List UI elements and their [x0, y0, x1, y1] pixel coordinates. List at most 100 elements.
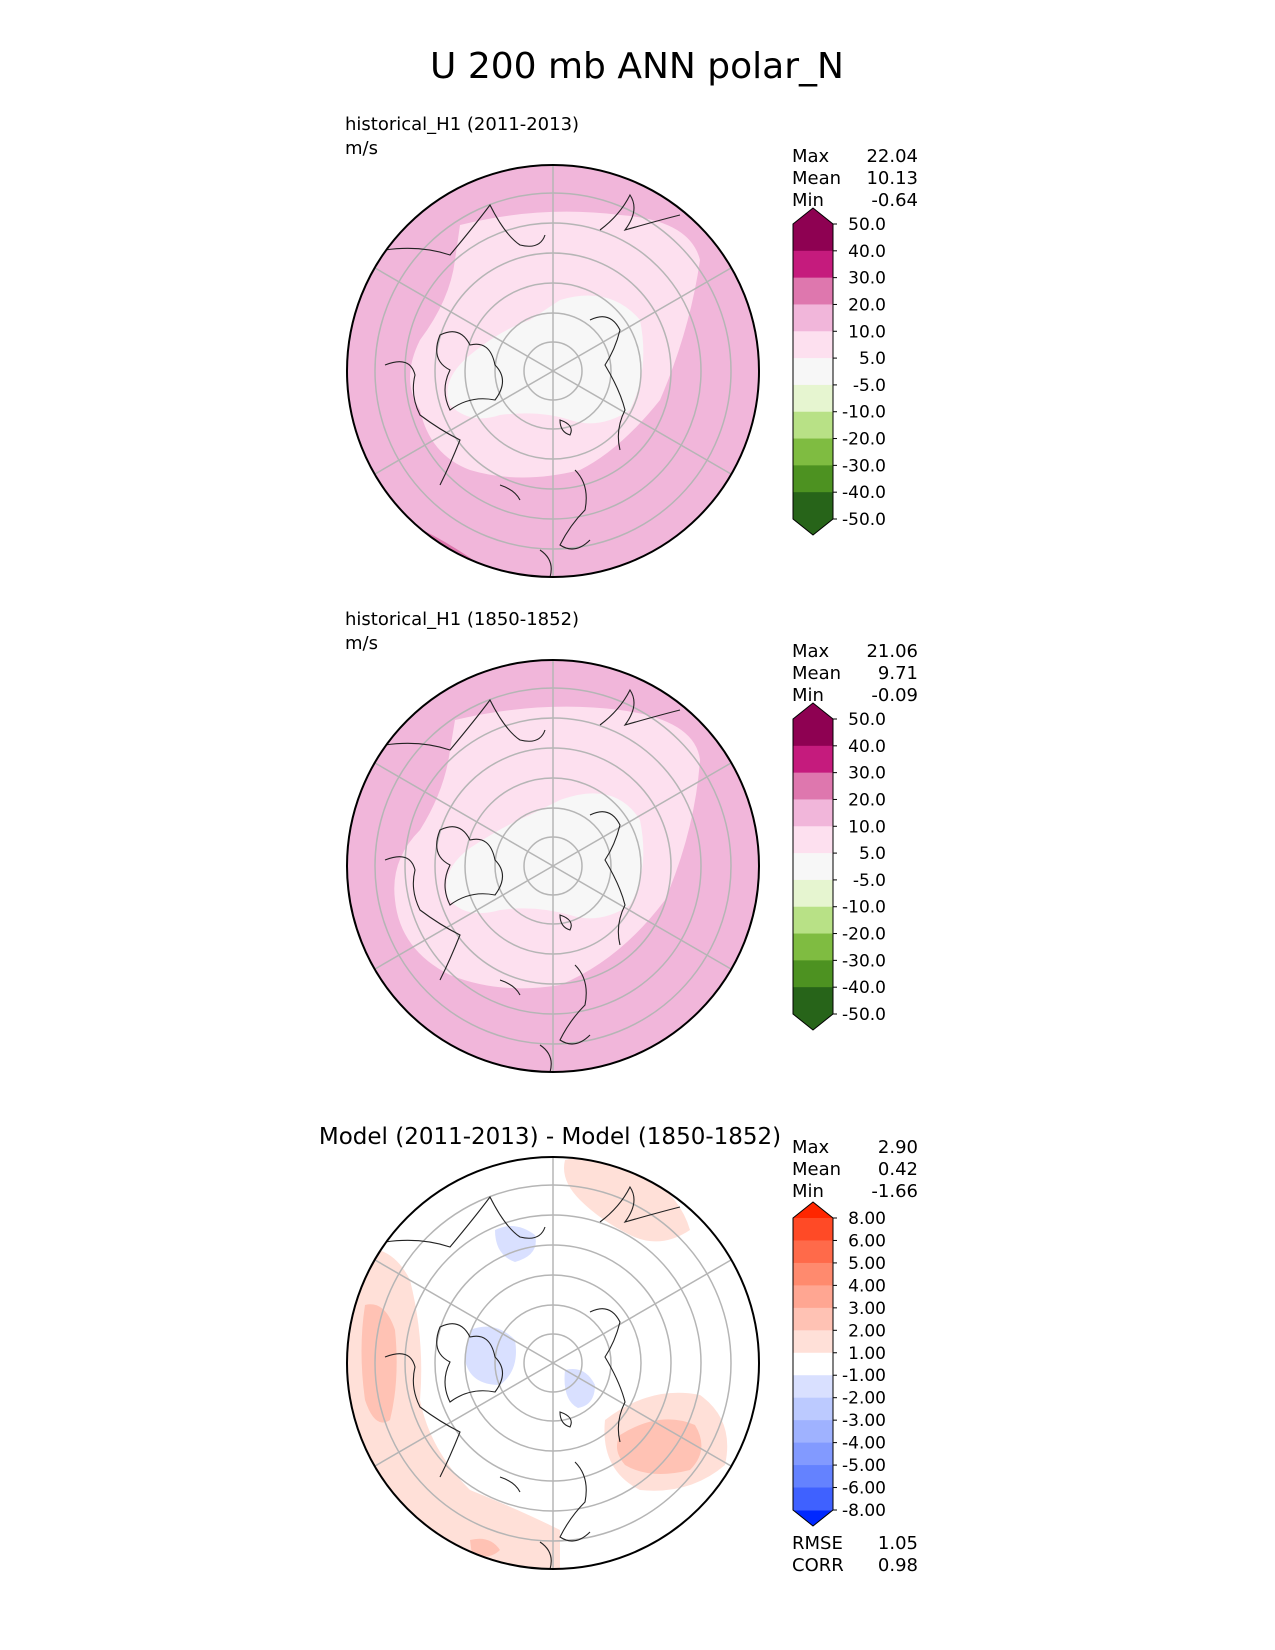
colorbar-tick-label: 50.0	[848, 710, 886, 730]
metrics-block: RMSE 1.05 CORR 0.98	[792, 1533, 918, 1576]
colorbar-tick-label: 4.00	[848, 1276, 886, 1296]
colorbar-cell	[793, 492, 833, 520]
colorbar-cell	[793, 1375, 833, 1399]
colorbar-cell	[793, 1442, 833, 1466]
colorbar-tick-label: -20.0	[842, 925, 886, 945]
colorbar-tick-label: -5.00	[842, 1456, 886, 1476]
panel-units: m/s	[345, 633, 378, 654]
colorbar-cell	[793, 1307, 833, 1331]
stat-value: 10.13	[866, 168, 918, 189]
metric-label: RMSE	[792, 1533, 843, 1554]
colorbar-cell	[793, 465, 833, 493]
stat-label: Min	[792, 190, 824, 211]
panel-3: Model (2011-2013) - Model (1850-1852) Ma…	[319, 1124, 918, 1576]
colorbar-cell	[793, 250, 833, 279]
metric-value: 0.98	[878, 1555, 918, 1576]
colorbar-tick-label: 50.0	[848, 215, 886, 235]
colorbar-extend-bottom	[793, 519, 833, 535]
colorbar-cell	[793, 1330, 833, 1354]
stat-value: 9.71	[878, 663, 918, 684]
region-fill	[361, 1304, 397, 1423]
region-fill	[564, 1369, 595, 1408]
colorbar-cell	[793, 358, 833, 386]
colorbar-cell	[793, 1352, 833, 1376]
panel-title: Model (2011-2013) - Model (1850-1852)	[319, 1124, 781, 1150]
stat-value: -1.66	[871, 1181, 918, 1202]
stat-label: Max	[792, 1137, 830, 1158]
stat-label: Mean	[792, 168, 841, 189]
colorbar-cell	[793, 826, 833, 854]
panel-2: historical_H1 (1850-1852) m/s Max 21.06 …	[345, 609, 918, 1073]
colorbar-tick-label: -1.00	[842, 1366, 886, 1386]
polar-map	[346, 659, 760, 1073]
colorbar-tick-label: 40.0	[848, 242, 886, 262]
colorbar-cell	[793, 987, 833, 1015]
colorbar-cell	[793, 772, 833, 800]
colorbar-cell	[793, 879, 833, 908]
colorbar-tick-label: -3.00	[842, 1411, 886, 1431]
coastlines	[384, 1185, 681, 1569]
stat-value: 0.42	[878, 1159, 918, 1180]
colorbar-cell	[793, 853, 833, 881]
colorbar-cell	[793, 224, 833, 252]
map-boundary	[346, 1156, 760, 1570]
stat-label: Mean	[792, 663, 841, 684]
map-boundary	[346, 164, 760, 578]
colorbar-tick-label: 5.0	[859, 844, 886, 864]
stat-label: Min	[792, 1181, 824, 1202]
colorbar-extend-top	[793, 703, 833, 719]
colorbar-tick-label: 8.00	[848, 1209, 886, 1229]
colorbar-tick-label: 10.0	[848, 322, 886, 342]
stat-value: 2.90	[878, 1137, 918, 1158]
metric-value: 1.05	[878, 1533, 918, 1554]
colorbar-cell	[793, 719, 833, 747]
colorbar-cell	[793, 411, 833, 440]
region-fill	[470, 1538, 500, 1557]
colorbar: 50.0 40.0 30.0 20.0 10.0 5.0 -5.0 -10.0 -20.0 -30…	[792, 702, 886, 1031]
colorbar: 50.0 40.0 30.0 20.0 10.0 5.0 -5.0 -10.0 -20.0 -30…	[792, 207, 886, 536]
colorbar-cell	[793, 960, 833, 988]
colorbar-cell	[793, 331, 833, 359]
colorbar-tick-label: 6.00	[848, 1231, 886, 1251]
stats-block: Max 2.90 Mean 0.42 Min -1.66	[792, 1137, 918, 1202]
stat-value: -0.64	[871, 190, 918, 211]
colorbar-cell	[793, 1262, 833, 1286]
colorbar-cell	[793, 384, 833, 413]
colorbar-tick-label: 10.0	[848, 817, 886, 837]
region-fill	[465, 1326, 516, 1385]
graticule	[374, 1157, 732, 1569]
stat-label: Max	[792, 146, 830, 167]
graticule	[374, 660, 732, 1072]
colorbar-cell	[793, 1465, 833, 1489]
colorbar-tick-label: 5.0	[859, 349, 886, 369]
graticule	[374, 165, 732, 577]
colorbar-tick-label: -50.0	[842, 510, 886, 530]
colorbar-tick-label: -8.00	[842, 1501, 886, 1521]
stat-label: Max	[792, 641, 830, 662]
colorbar-tick-label: -50.0	[842, 1005, 886, 1025]
colorbar-tick-label: -40.0	[842, 483, 886, 503]
stat-label: Min	[792, 685, 824, 706]
stats-block: Max 21.06 Mean 9.71 Min -0.09	[792, 641, 918, 706]
region-fill	[495, 1226, 536, 1262]
panel-title: historical_H1 (2011-2013)	[345, 114, 579, 135]
colorbar-tick-label: -40.0	[842, 978, 886, 998]
region-fill	[616, 1419, 702, 1474]
colorbar-tick-label: 40.0	[848, 737, 886, 757]
colorbar-cell	[793, 745, 833, 774]
stat-value: -0.09	[871, 685, 918, 706]
panel-1: historical_H1 (2011-2013) m/s Max 22.04 …	[345, 114, 918, 578]
colorbar-tick-label: 20.0	[848, 295, 886, 315]
colorbar-tick-label: -30.0	[842, 951, 886, 971]
metric-label: CORR	[792, 1555, 844, 1576]
colorbar-tick-label: 2.00	[848, 1321, 886, 1341]
panel-title: historical_H1 (1850-1852)	[345, 609, 579, 630]
colorbar-tick-label: -4.00	[842, 1434, 886, 1454]
colorbar-extend-top	[793, 208, 833, 224]
colorbar: 8.006.00 5.004.00 3.002.00 1.00-1.00 -2.00-3…	[792, 1201, 886, 1527]
stat-value: 21.06	[866, 641, 918, 662]
region-fill	[447, 295, 644, 424]
colorbar-tick-label: 1.00	[848, 1344, 886, 1364]
polar-map	[346, 1156, 760, 1570]
colorbar-tick-label: 30.0	[848, 269, 886, 289]
